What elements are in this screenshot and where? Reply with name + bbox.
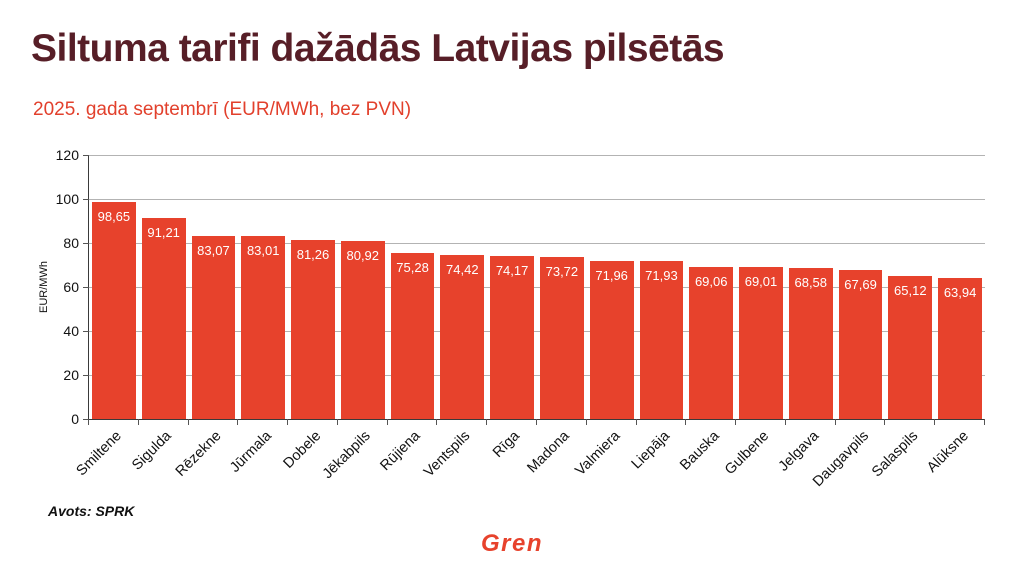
gridline xyxy=(89,331,985,333)
x-axis-tick xyxy=(834,419,836,425)
x-axis-tick xyxy=(536,419,537,425)
bar-value-label: 74,17 xyxy=(495,262,529,278)
x-axis-tick xyxy=(585,419,587,425)
x-axis-tick xyxy=(187,419,189,425)
bar-value-label: 73,72 xyxy=(545,263,579,279)
source-note: Avots: SPRK xyxy=(48,503,135,519)
bar-value-label: 83,01 xyxy=(246,243,280,259)
bar-Bauska: 69,06 xyxy=(689,267,734,419)
bar-Gulbene: 69,01 xyxy=(739,267,783,419)
y-axis-tick-label: 100 xyxy=(55,191,79,207)
x-axis-tick xyxy=(934,419,936,425)
gridline xyxy=(89,287,985,288)
bar-Daugavpils: 67,69 xyxy=(838,270,883,419)
bar-value-label: 81,26 xyxy=(296,247,330,263)
x-axis-tick xyxy=(88,419,89,425)
x-axis-label-Sigulda: Sigulda xyxy=(129,428,175,474)
x-axis-label-Rēzekne: Rēzekne xyxy=(172,428,225,480)
bar-value-label: 65,12 xyxy=(894,282,927,298)
x-axis-label-Rūjiena: Rūjiena xyxy=(377,428,424,475)
x-axis-tick xyxy=(436,419,438,425)
page-subtitle: 2025. gada septembrī (EUR/MWh, bez PVN) xyxy=(33,99,412,120)
gridline xyxy=(89,155,985,156)
bar-chart-plot-area: 0 20 40 60 80 100 120 98,65 91,21 83,07 83,01 81,26… xyxy=(56,148,985,490)
bar-Alūksne: 63,94 xyxy=(938,278,982,419)
bar-value-label: 83,07 xyxy=(197,243,230,259)
bar-Dobele: 81,26 xyxy=(291,240,335,419)
gridline xyxy=(89,375,985,377)
bar-Liepāja: 71,93 xyxy=(639,260,684,419)
x-axis-label-Dobele: Dobele xyxy=(280,428,325,472)
x-axis-label-Salaspils: Salaspils xyxy=(869,428,922,481)
bar-Jūrmala: 83,01 xyxy=(241,236,286,419)
x-axis-label-Smiltene: Smiltene xyxy=(73,428,126,480)
bar-value-label: 75,28 xyxy=(396,260,429,276)
x-axis-tick xyxy=(287,419,289,425)
y-axis-tick xyxy=(83,243,89,245)
bar-Rūjiena: 75,28 xyxy=(390,253,435,419)
y-axis-tick xyxy=(83,375,89,377)
y-axis-tick xyxy=(83,287,89,288)
y-axis-tick xyxy=(83,155,89,156)
bar-value-label: 71,93 xyxy=(645,267,678,283)
y-axis-tick-label: 40 xyxy=(63,323,79,340)
bar-value-label: 74,42 xyxy=(446,262,479,278)
y-axis-tick-label: 0 xyxy=(71,411,79,427)
bar-Madona: 73,72 xyxy=(540,256,584,419)
x-axis-tick xyxy=(137,419,139,425)
x-axis-tick xyxy=(386,419,388,425)
y-axis-tick xyxy=(83,331,89,333)
x-axis-label-Valmiera: Valmiera xyxy=(571,428,623,480)
x-axis-label-Jelgava: Jelgava xyxy=(775,428,823,475)
bar-value-label: 67,69 xyxy=(844,277,877,293)
x-axis-label-Rīga: Rīga xyxy=(490,428,524,461)
bar-Salaspils: 65,12 xyxy=(888,275,933,419)
x-axis-label-Ventspils: Ventspils xyxy=(421,428,474,481)
bar-value-label: 69,06 xyxy=(694,274,728,290)
x-axis-tick xyxy=(784,419,786,425)
bar-value-label: 68,58 xyxy=(794,275,828,291)
x-axis-label-Bauska: Bauska xyxy=(677,428,723,474)
x-axis-tick xyxy=(635,419,637,425)
x-axis-tick xyxy=(486,419,488,425)
bar-value-label: 69,01 xyxy=(744,274,778,290)
bar-value-label: 98,65 xyxy=(97,208,131,224)
x-axis-label-Liepāja: Liepāja xyxy=(628,428,673,473)
gridline xyxy=(89,199,985,200)
y-axis-tick-label: 80 xyxy=(63,235,79,252)
y-axis-tick-label: 20 xyxy=(63,367,79,384)
bar-Rēzekne: 83,07 xyxy=(191,236,236,419)
y-axis-tick xyxy=(83,199,89,200)
gridline xyxy=(89,243,985,245)
bar-value-label: 63,94 xyxy=(943,285,977,301)
page-title: Siltuma tarifi dažādās Latvijas pilsētās xyxy=(31,27,725,70)
y-axis-tick-label: 120 xyxy=(55,147,79,163)
gren-logo: Gren xyxy=(480,530,543,557)
x-axis-tick xyxy=(685,419,687,425)
x-axis-label-Alūksne: Alūksne xyxy=(923,428,972,476)
bar-Sigulda: 91,21 xyxy=(141,218,186,419)
x-axis-tick xyxy=(884,419,886,425)
x-axis-tick xyxy=(735,419,737,425)
bar-value-label: 91,21 xyxy=(147,225,180,241)
x-axis-tick xyxy=(984,419,985,425)
y-axis-tick xyxy=(83,419,89,420)
x-axis-tick xyxy=(336,419,338,425)
x-axis-label-Jūrmala: Jūrmala xyxy=(226,428,275,476)
bar-Jelgava: 68,58 xyxy=(788,268,833,419)
bar-Ventspils: 74,42 xyxy=(440,255,485,419)
x-axis-label-Madona: Madona xyxy=(524,428,574,477)
bar-value-label: 80,92 xyxy=(346,247,380,263)
bar-Rīga: 74,17 xyxy=(490,255,534,419)
bar-Valmiera: 71,96 xyxy=(589,260,634,419)
bar-Smiltene: 98,65 xyxy=(92,201,136,419)
x-axis-label-Gulbene: Gulbene xyxy=(722,428,773,479)
bar-Jēkabpils: 80,92 xyxy=(340,240,385,419)
bar-value-label: 71,96 xyxy=(595,267,628,283)
y-axis-tick-label: 60 xyxy=(63,279,79,295)
x-axis-label-Jēkabpils: Jēkabpils xyxy=(320,428,375,483)
x-axis-tick xyxy=(237,419,239,425)
